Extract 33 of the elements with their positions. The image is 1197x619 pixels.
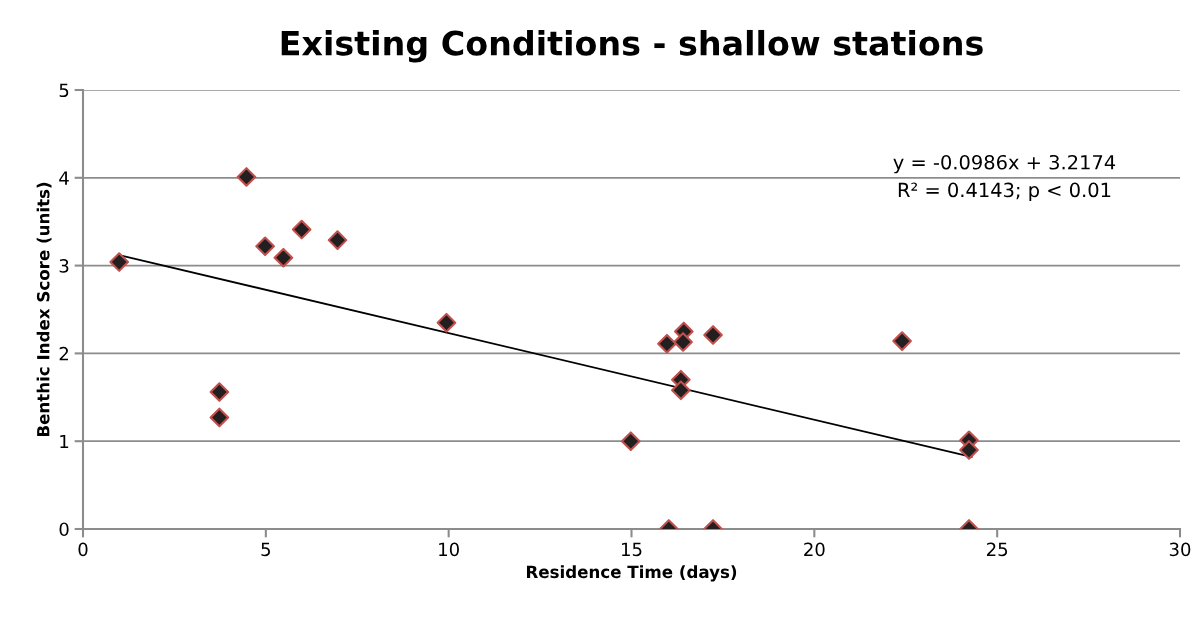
y-tick-label: 0	[59, 522, 69, 537]
point	[620, 431, 641, 452]
x-tick-label: 30	[1169, 542, 1191, 557]
x-tick-label: 25	[987, 542, 1008, 557]
annotation: y = -0.0986x + 3.2174 R² = 0.4143; p < 0.01	[893, 154, 1116, 202]
point	[959, 440, 979, 460]
point	[236, 167, 257, 187]
x-tick-label: 20	[804, 542, 825, 557]
point	[209, 407, 230, 428]
y-axis-title: Benthic Index Score (units)	[36, 182, 52, 437]
y-tick-label: 1	[60, 434, 69, 449]
point	[436, 312, 457, 333]
point	[255, 236, 275, 257]
point	[673, 332, 693, 352]
x-tick-label: 0	[78, 542, 88, 557]
y-tick-label: 3	[59, 259, 69, 273]
point	[657, 333, 677, 354]
point	[291, 219, 312, 240]
point	[109, 252, 130, 272]
chart-title: Existing Conditions - shallow stations	[281, 29, 983, 63]
point	[273, 247, 294, 268]
y-tick-label: 2	[59, 346, 68, 361]
x-tick-label: 5	[261, 542, 270, 557]
x-axis-title: Residence Time (days)	[526, 565, 737, 582]
point	[209, 382, 230, 402]
x-tick-label: 15	[622, 542, 642, 557]
point	[671, 380, 691, 401]
y-tick-label: 4	[59, 171, 69, 185]
point	[327, 230, 348, 250]
point	[892, 331, 912, 351]
point	[703, 325, 723, 345]
x-tick-label: 10	[439, 542, 459, 557]
y-tick-label: 5	[59, 83, 69, 98]
